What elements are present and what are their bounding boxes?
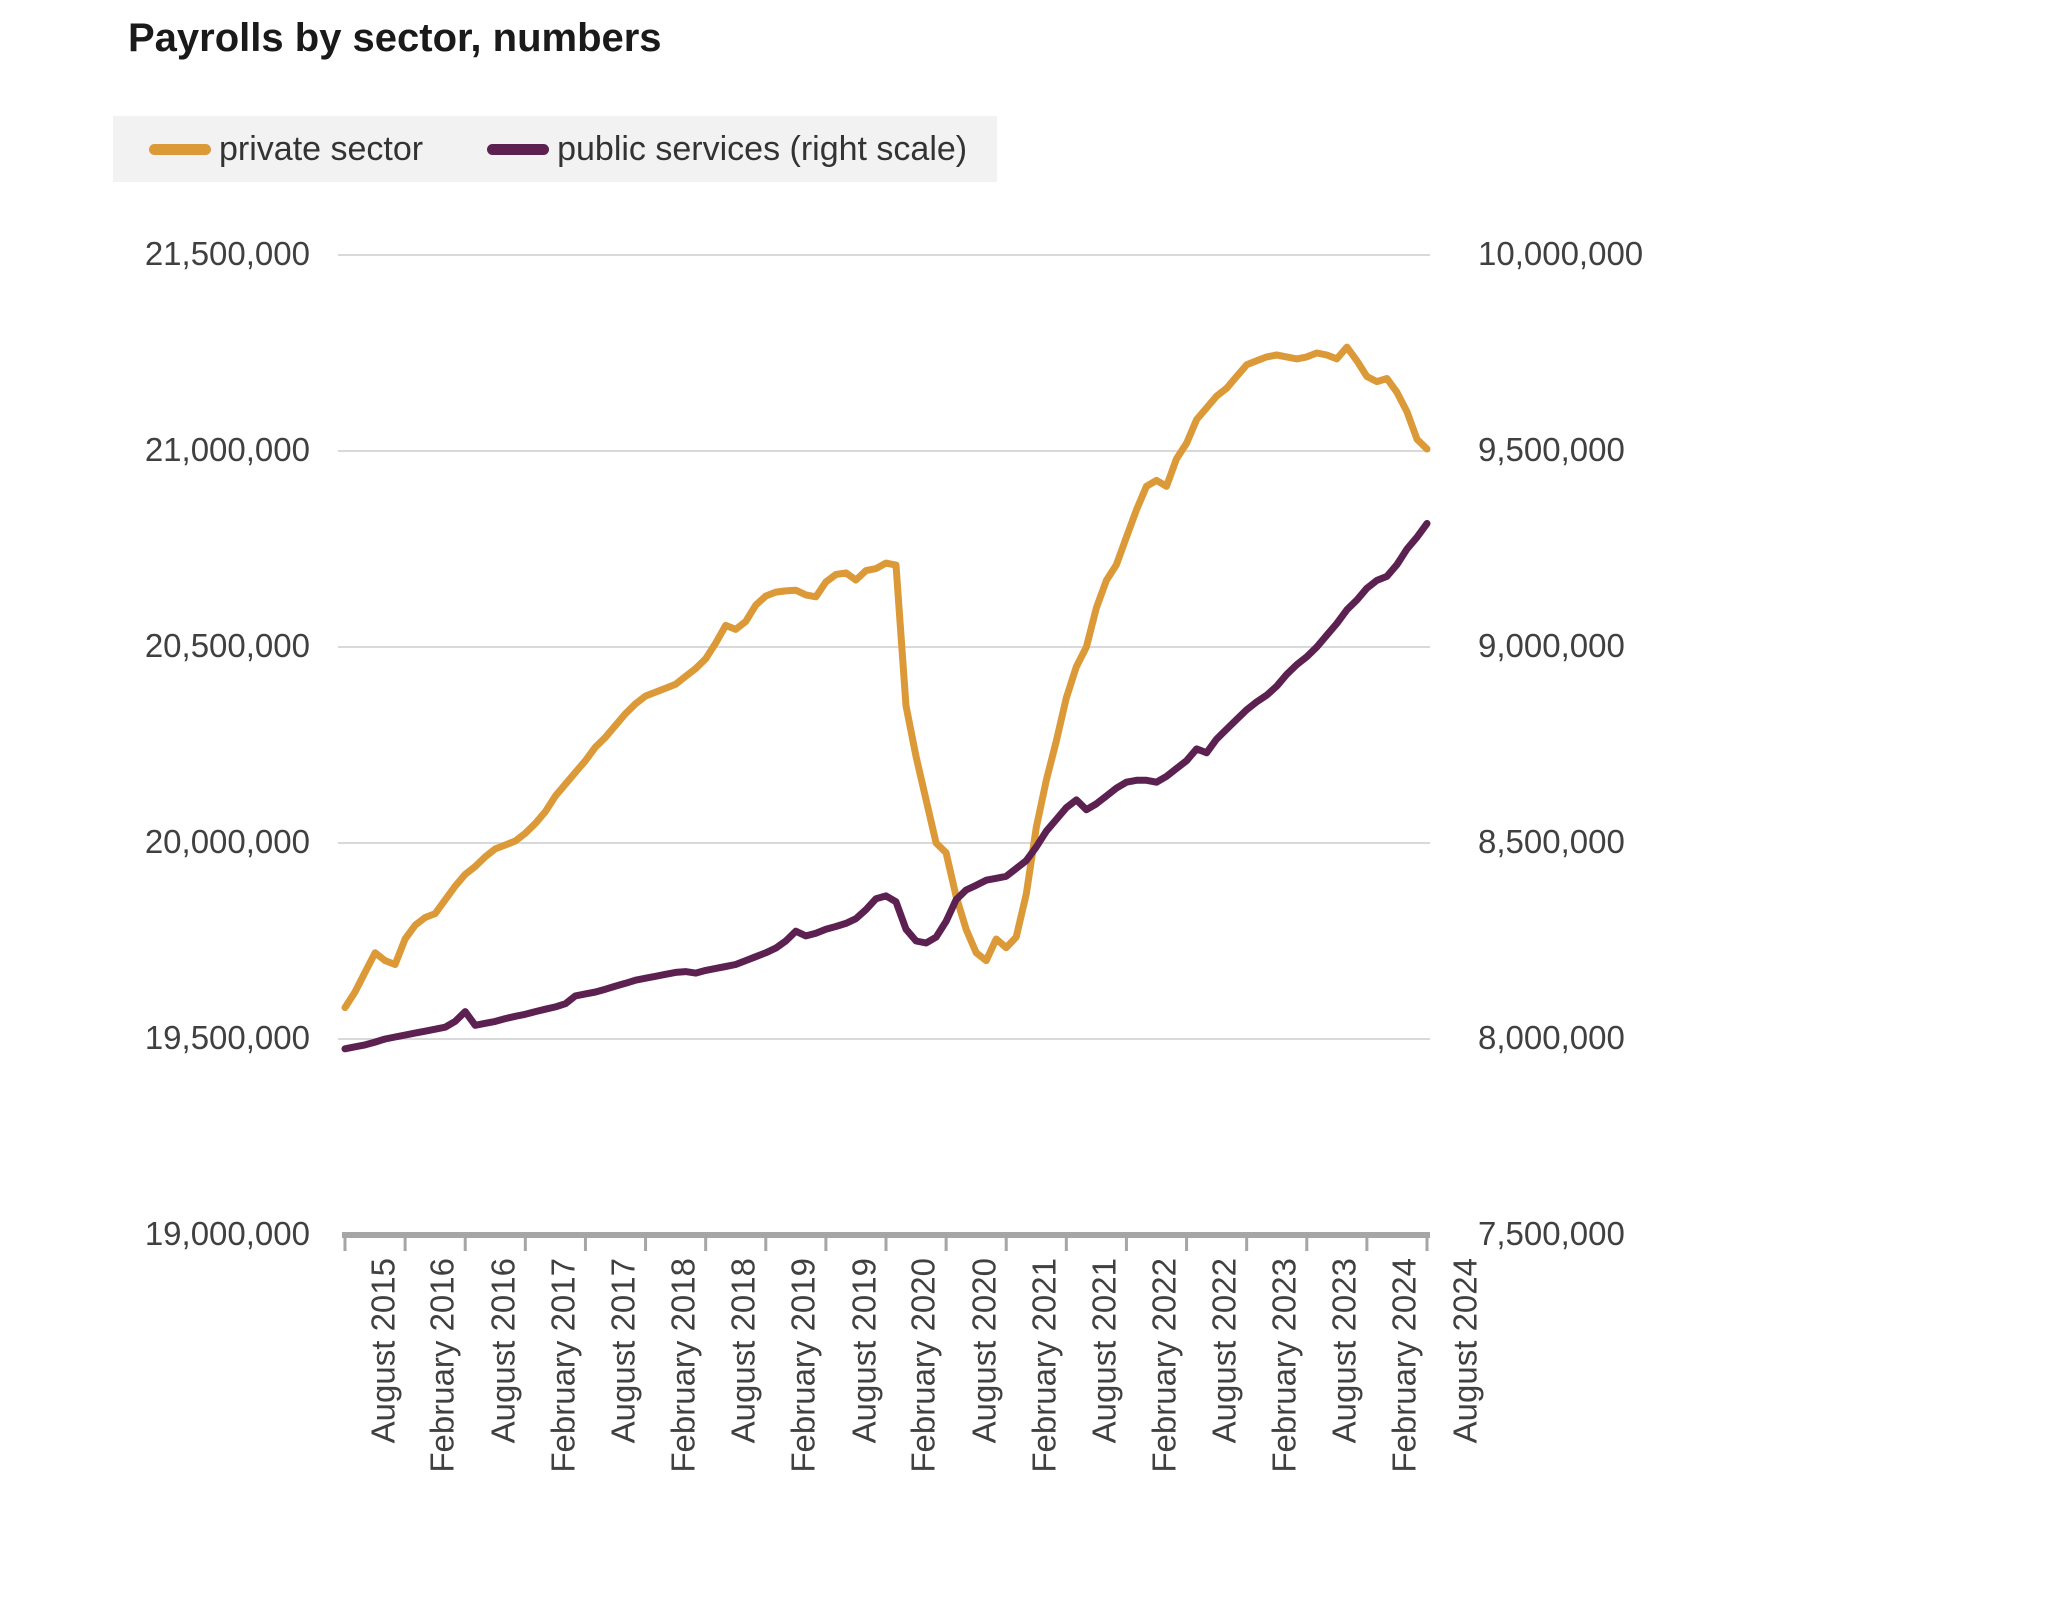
x-axis-label: February 2022	[1145, 1258, 1183, 1473]
y-axis-left-label: 19,000,000	[144, 1215, 310, 1253]
x-axis-label: August 2015	[364, 1258, 401, 1444]
public-services-line-swatch-icon	[487, 143, 550, 155]
x-axis-label: August 2024	[1446, 1258, 1483, 1444]
x-axis-label: August 2020	[965, 1258, 1003, 1444]
x-axis-ticks	[343, 1235, 1429, 1251]
x-axis-label: February 2021	[1025, 1258, 1063, 1473]
y-axis-right-label: 8,500,000	[1478, 823, 1625, 861]
x-axis-label: August 2017	[604, 1258, 642, 1444]
legend-item-public-services: public services (right scale)	[487, 130, 967, 169]
y-axis-right-label: 9,500,000	[1478, 431, 1625, 469]
legend-label: private sector	[219, 129, 424, 168]
x-axis-label: February 2024	[1385, 1258, 1423, 1473]
x-axis-label: February 2023	[1265, 1258, 1303, 1473]
y-axis-left-label: 20,000,000	[144, 823, 310, 861]
x-axis-label: February 2017	[544, 1258, 582, 1473]
x-axis-label: February 2016	[424, 1258, 462, 1473]
y-axis-left-label: 20,500,000	[144, 627, 310, 665]
public-services-line	[341, 520, 1431, 1053]
y-axis-left-label: 21,500,000	[144, 235, 310, 273]
x-axis-label: February 2018	[664, 1258, 702, 1473]
y-axis-right-label: 8,000,000	[1478, 1019, 1625, 1057]
gridlines	[338, 254, 1430, 1040]
chart-title: Payrolls by sector, numbers	[128, 16, 662, 60]
y-axis-left-label: 21,000,000	[144, 431, 310, 469]
y-axis-right-label: 7,500,000	[1478, 1215, 1625, 1253]
x-axis-label: February 2020	[905, 1258, 942, 1473]
x-axis-label: August 2016	[484, 1258, 522, 1444]
x-axis-label: August 2023	[1325, 1258, 1363, 1444]
legend-item-private-sector: private sector	[149, 130, 423, 169]
x-axis-label: August 2018	[724, 1258, 762, 1444]
x-axis-label: August 2019	[844, 1258, 882, 1444]
private-sector-line	[341, 343, 1431, 1012]
y-axis-left-label: 19,500,000	[144, 1019, 310, 1057]
x-axis-label: August 2021	[1085, 1258, 1123, 1444]
y-axis-right-label: 10,000,000	[1478, 235, 1644, 273]
y-axis-right-label: 9,000,000	[1478, 627, 1625, 665]
private-sector-line-swatch-icon	[149, 143, 211, 155]
x-axis-label: February 2019	[784, 1258, 822, 1473]
legend-label: public services (right scale)	[557, 129, 968, 168]
x-axis-label: August 2022	[1205, 1258, 1243, 1444]
legend: private sector public services (right sc…	[113, 116, 998, 182]
